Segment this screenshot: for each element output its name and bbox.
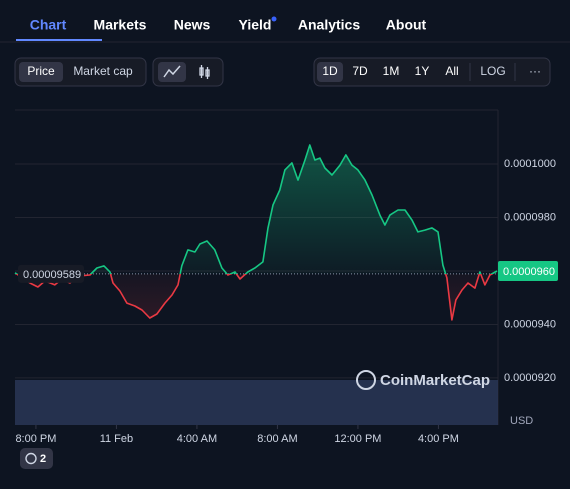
toggle-button[interactable]: Market cap — [73, 64, 133, 78]
line-icon — [163, 65, 181, 78]
y-tick-label: 0.0000920 — [504, 372, 556, 384]
watermark-logo — [356, 370, 376, 390]
watermark: CoinMarketCap — [380, 372, 490, 389]
x-tick-label: 12:00 PM — [334, 433, 381, 445]
range-button[interactable]: All — [445, 64, 458, 78]
alerts-count: 2 — [40, 453, 46, 465]
alerts-icon — [25, 452, 37, 465]
tab[interactable]: Markets — [94, 17, 147, 33]
baseline-label: 0.00009589 — [23, 269, 81, 281]
toggle-button[interactable]: Price — [27, 64, 55, 78]
x-tick-label: 4:00 PM — [418, 433, 459, 445]
tab[interactable]: Chart — [30, 17, 67, 33]
x-tick-label: 8:00 AM — [257, 433, 297, 445]
range-button[interactable]: 1Y — [415, 64, 430, 78]
volume-area — [15, 380, 498, 425]
tab[interactable]: Yield — [239, 17, 272, 33]
baseline-label-bg — [18, 264, 84, 283]
range-group — [313, 57, 551, 87]
last-price-label: 0.0000960 — [503, 266, 555, 278]
tab[interactable]: News — [174, 17, 211, 33]
range-button[interactable]: 7D — [352, 64, 368, 78]
y-tick-label: 0.0000940 — [504, 318, 556, 330]
x-tick-label: 11 Feb — [100, 433, 133, 445]
last-price-tag — [498, 260, 558, 281]
range-button[interactable]: 1D — [322, 64, 338, 78]
y-tick-label: 0.0000980 — [504, 211, 556, 223]
price-line — [14, 144, 498, 321]
y-tick-label: 0.0001000 — [504, 158, 556, 170]
tab[interactable]: About — [386, 17, 427, 33]
more-button[interactable]: ··· — [529, 64, 541, 78]
price-area — [15, 145, 497, 320]
range-selected — [317, 62, 343, 82]
range-button[interactable]: 1M — [383, 64, 400, 78]
currency: USD — [510, 415, 533, 427]
toggle-selected — [19, 62, 63, 82]
log-button[interactable]: LOG — [480, 64, 505, 78]
tab[interactable]: Analytics — [298, 17, 360, 33]
x-tick-label: 8:00 PM — [15, 433, 56, 445]
tab-dot — [271, 16, 277, 22]
candle-icon[interactable] — [199, 65, 210, 79]
tab-underline — [16, 39, 102, 41]
x-tick-label: 4:00 AM — [177, 433, 217, 445]
